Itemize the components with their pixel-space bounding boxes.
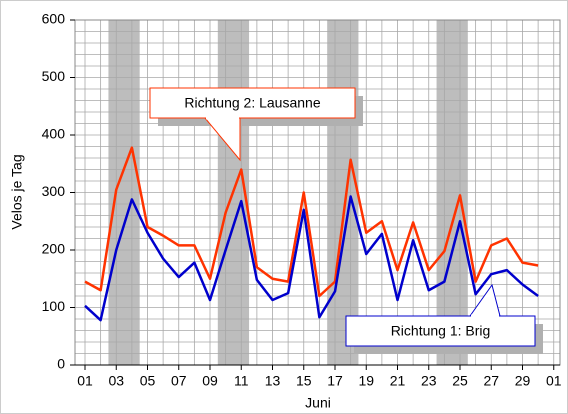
legend-label: Richtung 2: Lausanne: [184, 95, 320, 111]
x-tick-label: 27: [483, 373, 499, 389]
callout-box: [149, 87, 356, 119]
y-tick-label: 500: [42, 68, 66, 84]
x-tick-label: 01: [77, 373, 93, 389]
x-tick-label: 09: [202, 373, 218, 389]
series-line: [84, 146, 539, 298]
x-tick-label: 25: [452, 373, 468, 389]
y-tick-label: 400: [42, 126, 66, 142]
x-axis-label: Juni: [305, 395, 331, 411]
x-tick-label: 13: [265, 373, 281, 389]
legend-callout: Richtung 2: Lausanne: [149, 87, 363, 162]
legend-label: Richtung 1: Brig: [391, 323, 491, 339]
x-tick-label: 23: [421, 373, 437, 389]
x-tick-label: 17: [327, 373, 343, 389]
x-tick-label: 03: [108, 373, 124, 389]
x-tick-label: 21: [390, 373, 406, 389]
x-tick-label: 07: [171, 373, 187, 389]
y-tick-label: 100: [42, 298, 66, 314]
y-tick-label: 200: [42, 241, 66, 257]
legend-callout: Richtung 1: Brig: [345, 283, 543, 354]
x-tick-label: 19: [358, 373, 374, 389]
y-tick-label: 300: [42, 183, 66, 199]
callout-seam: [206, 116, 239, 120]
y-tick-label: 0: [57, 356, 65, 372]
y-tick-label: 600: [42, 11, 66, 27]
x-tick-label: 15: [296, 373, 312, 389]
series-line: [84, 195, 539, 322]
x-tick-label: 29: [515, 373, 531, 389]
y-axis-label: Velos je Tag: [9, 154, 25, 229]
x-tick-label: 11: [234, 373, 249, 389]
callout-box: [345, 315, 536, 347]
callout-seam: [471, 314, 499, 318]
x-tick-label: 05: [140, 373, 156, 389]
x-tick-label: 01: [546, 373, 562, 389]
